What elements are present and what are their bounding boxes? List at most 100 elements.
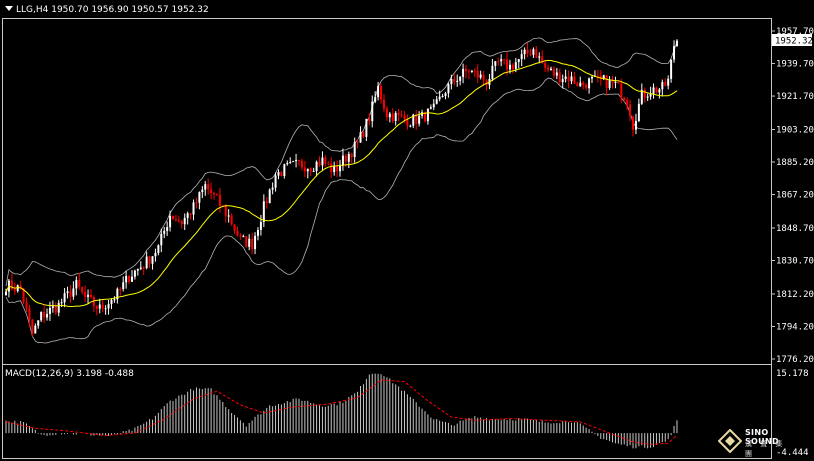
candle-body <box>298 159 300 161</box>
candle-body <box>617 81 620 84</box>
candle-body <box>365 118 368 137</box>
candle-body <box>421 112 424 116</box>
candle-body <box>300 160 303 168</box>
candle-body <box>186 213 189 219</box>
candle-body <box>347 153 350 162</box>
candle-body <box>444 93 447 97</box>
candle-body <box>561 79 564 83</box>
candle-body <box>5 291 7 296</box>
candle-body <box>441 96 444 98</box>
high-value: 1956.90 <box>91 5 129 15</box>
chart-header: LLG,H4 1950.70 1956.90 1950.57 1952.32 <box>5 5 209 15</box>
candle-body <box>585 84 588 89</box>
candle-body <box>119 288 122 290</box>
candle-body <box>344 155 347 162</box>
candle-body <box>470 70 473 73</box>
price-tick-label: 1867.20 <box>776 191 814 201</box>
candle-body <box>295 159 298 162</box>
candle-body <box>125 275 128 283</box>
candle-body <box>429 107 432 109</box>
logo-name: SINO SOUND <box>745 428 779 446</box>
price-tick-label: 1903.20 <box>776 125 814 135</box>
candle-body <box>532 49 535 55</box>
candle-body <box>315 161 318 171</box>
ma-line <box>5 59 678 308</box>
candle-body <box>409 125 412 127</box>
candle-body <box>535 49 538 58</box>
candle-body <box>292 161 295 163</box>
price-tick-label: 1885.20 <box>776 158 814 168</box>
price-tick-label: 1921.70 <box>776 92 814 102</box>
candle-body <box>632 116 635 130</box>
candle-body <box>312 170 315 172</box>
candle-body <box>438 96 441 100</box>
candle-body <box>579 82 582 87</box>
candle-body <box>75 279 78 289</box>
dropdown-triangle-icon[interactable] <box>5 6 13 11</box>
candle-body <box>664 82 667 86</box>
candle-body <box>218 194 221 206</box>
macd-signal-value: -0.488 <box>104 369 134 379</box>
candle-body <box>423 112 426 122</box>
candle-body <box>549 68 552 71</box>
candle-body <box>523 49 526 55</box>
candles <box>5 39 678 337</box>
candle-body <box>377 86 380 98</box>
diamond-logo-icon <box>718 429 742 453</box>
candle-body <box>544 63 547 68</box>
candle-body <box>514 62 517 69</box>
candle-body <box>614 81 617 83</box>
price-tick-label: 1939.70 <box>776 60 814 70</box>
candle-body <box>169 215 172 228</box>
chart-frame <box>2 18 772 459</box>
candle-body <box>63 293 66 303</box>
candle-body <box>192 202 195 215</box>
candle-body <box>271 187 274 190</box>
candle-body <box>215 194 218 196</box>
macd-pane-border <box>2 364 772 459</box>
candle-body <box>485 80 488 85</box>
price-axis: 1957.70 1939.70 1921.70 1903.20 1885.20 1867.… <box>771 27 814 365</box>
candle-body <box>467 71 470 73</box>
candle-body <box>570 76 573 82</box>
candle-body <box>46 313 49 318</box>
candle-body <box>207 184 210 190</box>
candle-body <box>101 304 104 309</box>
macd-tick-label: 15.178 <box>776 369 809 379</box>
candle-body <box>511 64 514 69</box>
candle-body <box>233 224 236 231</box>
candle-body <box>318 161 321 166</box>
candle-body <box>576 83 579 87</box>
open-value: 1950.70 <box>51 5 89 15</box>
candle-body <box>324 157 327 164</box>
candle-body <box>189 213 192 215</box>
candle-body <box>500 59 503 62</box>
price-tick-label: 1848.70 <box>776 224 814 234</box>
candle-body <box>670 59 673 79</box>
candle-body <box>415 114 418 124</box>
candle-body <box>608 79 611 88</box>
logo-tagline: 漢 聲 集 團 <box>745 440 786 458</box>
candle-body <box>506 59 509 70</box>
candle-body <box>16 285 19 292</box>
macd-main-value: 3.198 <box>76 369 102 379</box>
macd-histogram <box>5 373 678 449</box>
candle-body <box>130 276 133 282</box>
sino-sound-logo: SINO SOUND 漢 聲 集 團 <box>716 427 796 458</box>
candle-body <box>555 72 558 76</box>
candle-body <box>98 304 101 309</box>
candle-body <box>388 113 391 118</box>
candle-body <box>582 82 585 85</box>
candle-body <box>359 132 362 143</box>
macd-tick-label: -4.444 <box>776 448 809 458</box>
candle-body <box>646 96 649 98</box>
candle-body <box>262 201 265 222</box>
candle-body <box>356 142 359 144</box>
candle-body <box>157 245 160 253</box>
price-pane-border <box>2 18 772 365</box>
candle-body <box>60 302 63 304</box>
candle-body <box>675 40 678 47</box>
candle-body <box>81 287 84 292</box>
